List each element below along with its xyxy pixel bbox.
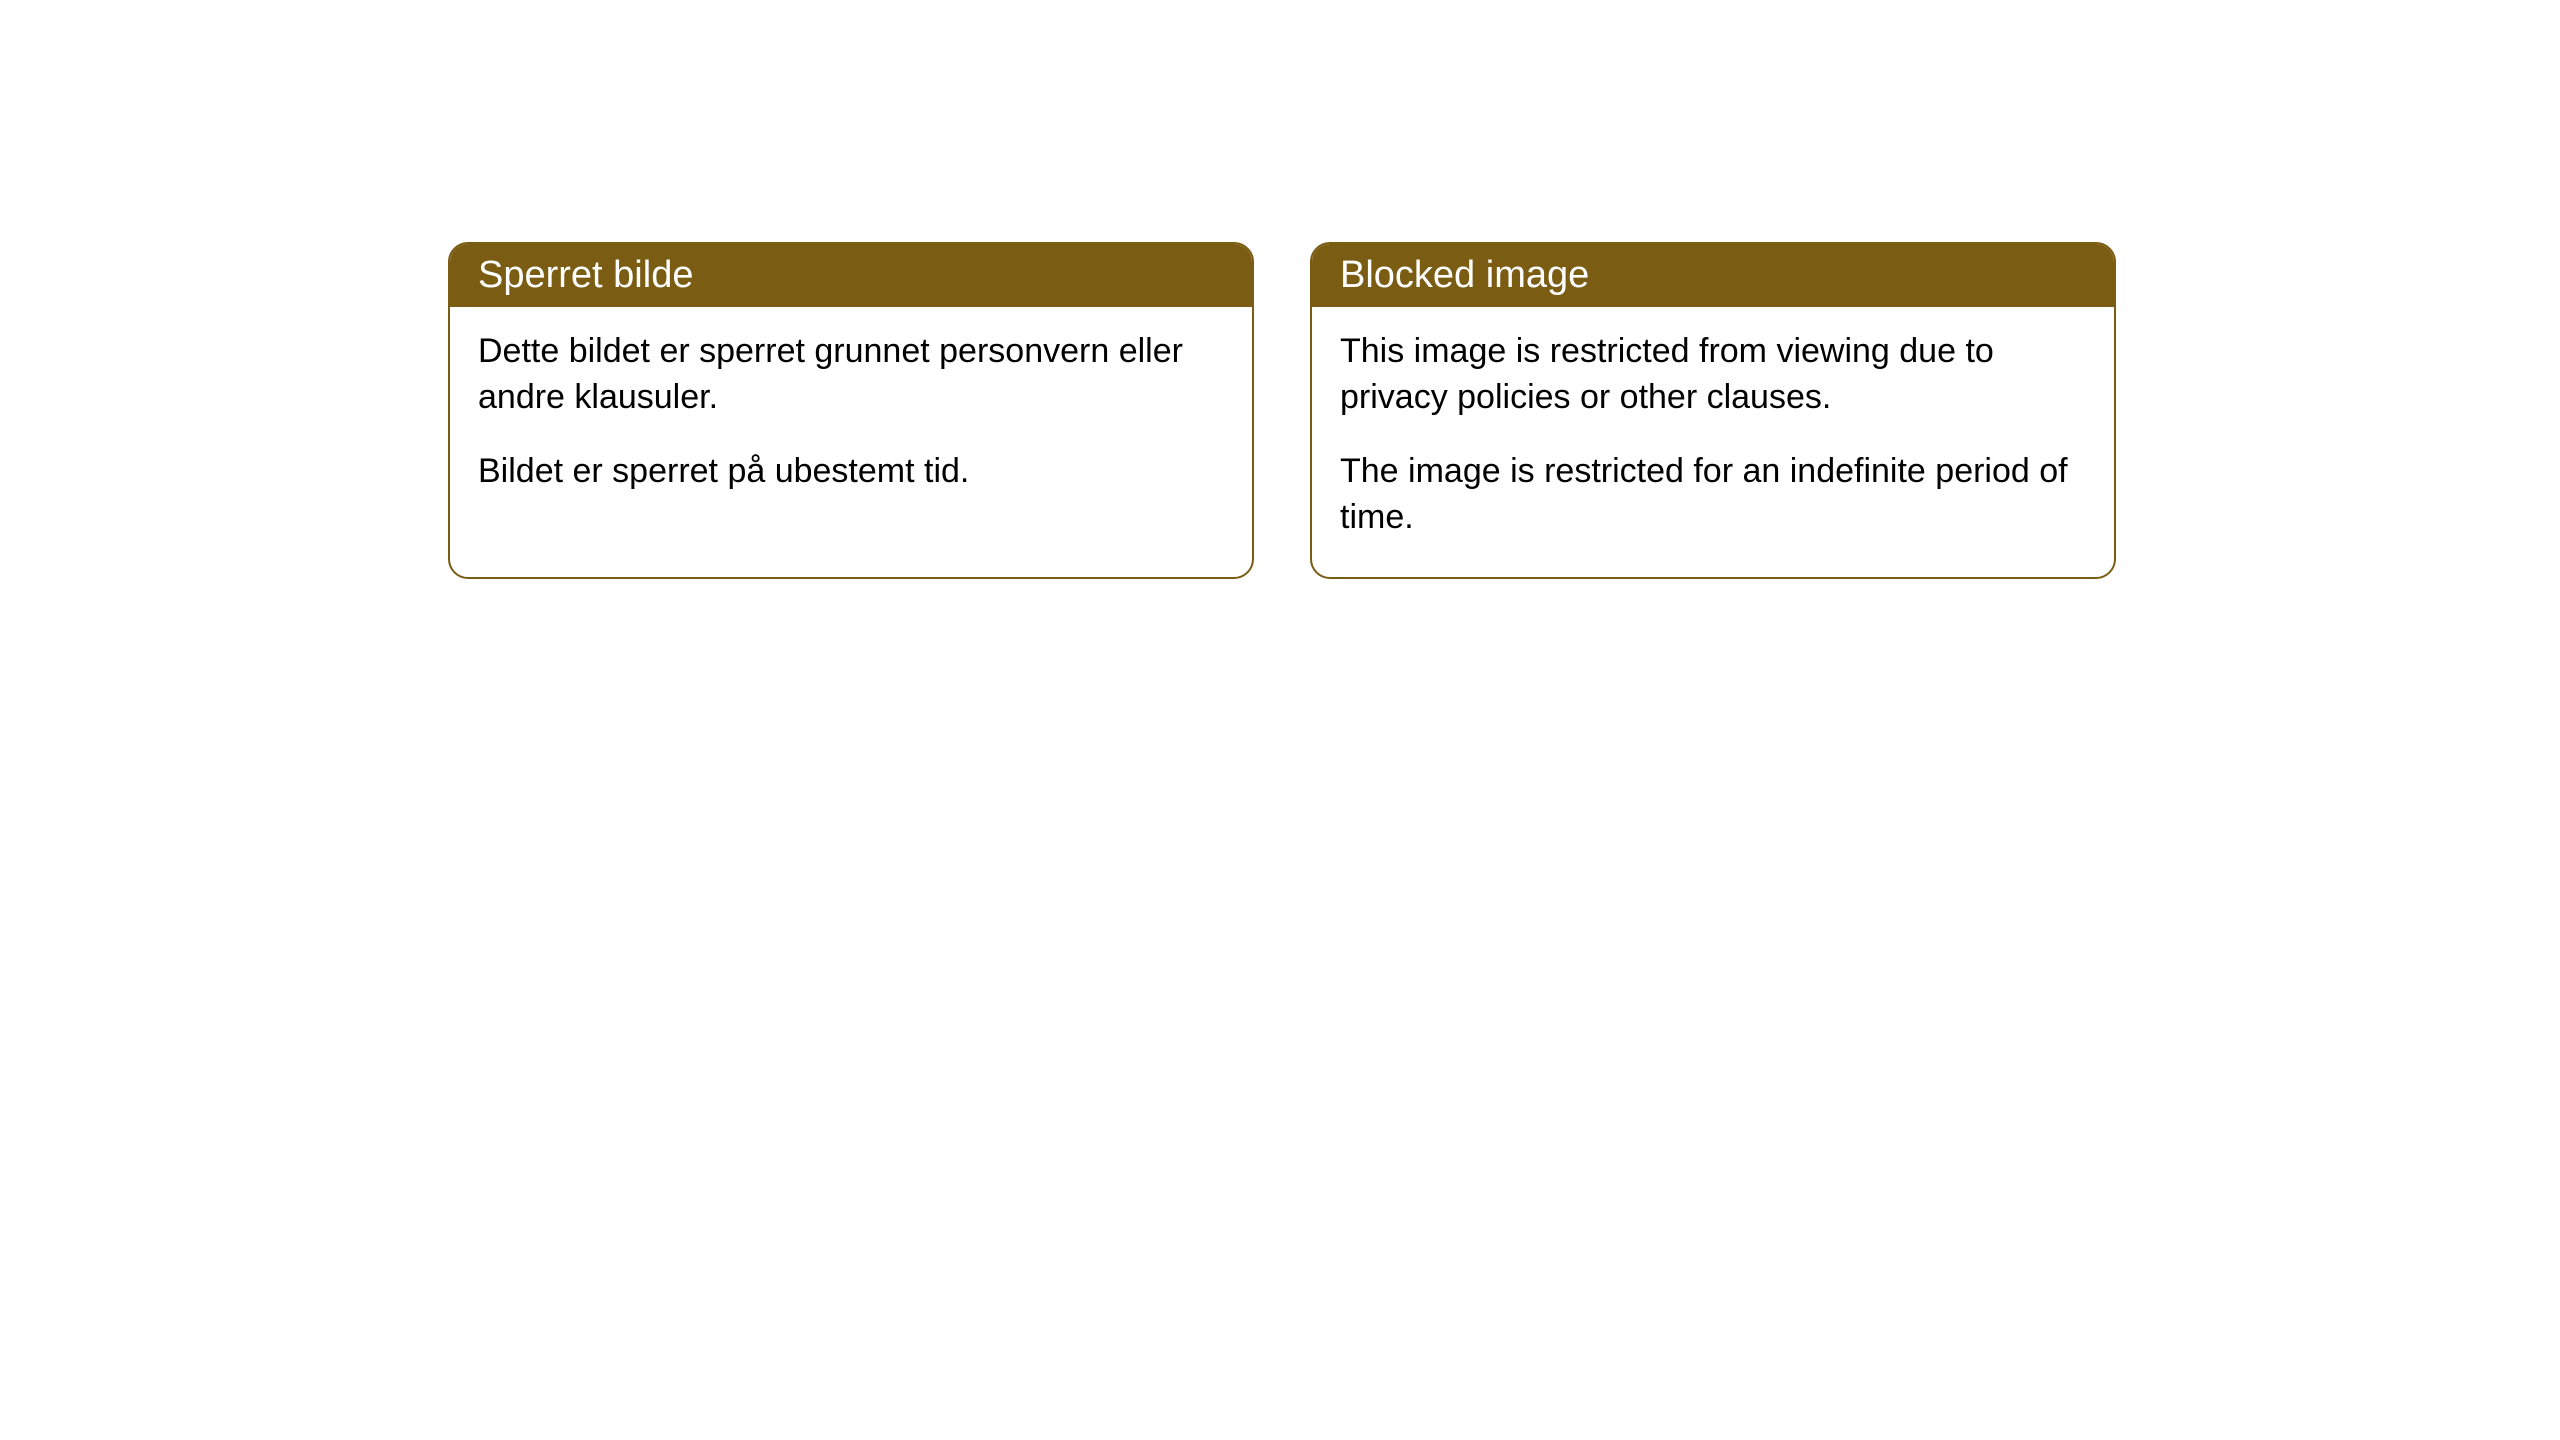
card-text-norwegian-2: Bildet er sperret på ubestemt tid.: [478, 449, 1224, 495]
card-title-english: Blocked image: [1340, 254, 1589, 296]
card-header-norwegian: Sperret bilde: [450, 244, 1252, 307]
card-header-english: Blocked image: [1312, 244, 2114, 307]
card-text-english-2: The image is restricted for an indefinit…: [1340, 449, 2086, 541]
notice-container: Sperret bilde Dette bildet er sperret gr…: [448, 242, 2116, 579]
blocked-image-card-english: Blocked image This image is restricted f…: [1310, 242, 2116, 579]
blocked-image-card-norwegian: Sperret bilde Dette bildet er sperret gr…: [448, 242, 1254, 579]
card-text-norwegian-1: Dette bildet er sperret grunnet personve…: [478, 329, 1224, 421]
card-body-norwegian: Dette bildet er sperret grunnet personve…: [450, 307, 1252, 531]
card-title-norwegian: Sperret bilde: [478, 254, 693, 296]
card-body-english: This image is restricted from viewing du…: [1312, 307, 2114, 577]
card-text-english-1: This image is restricted from viewing du…: [1340, 329, 2086, 421]
